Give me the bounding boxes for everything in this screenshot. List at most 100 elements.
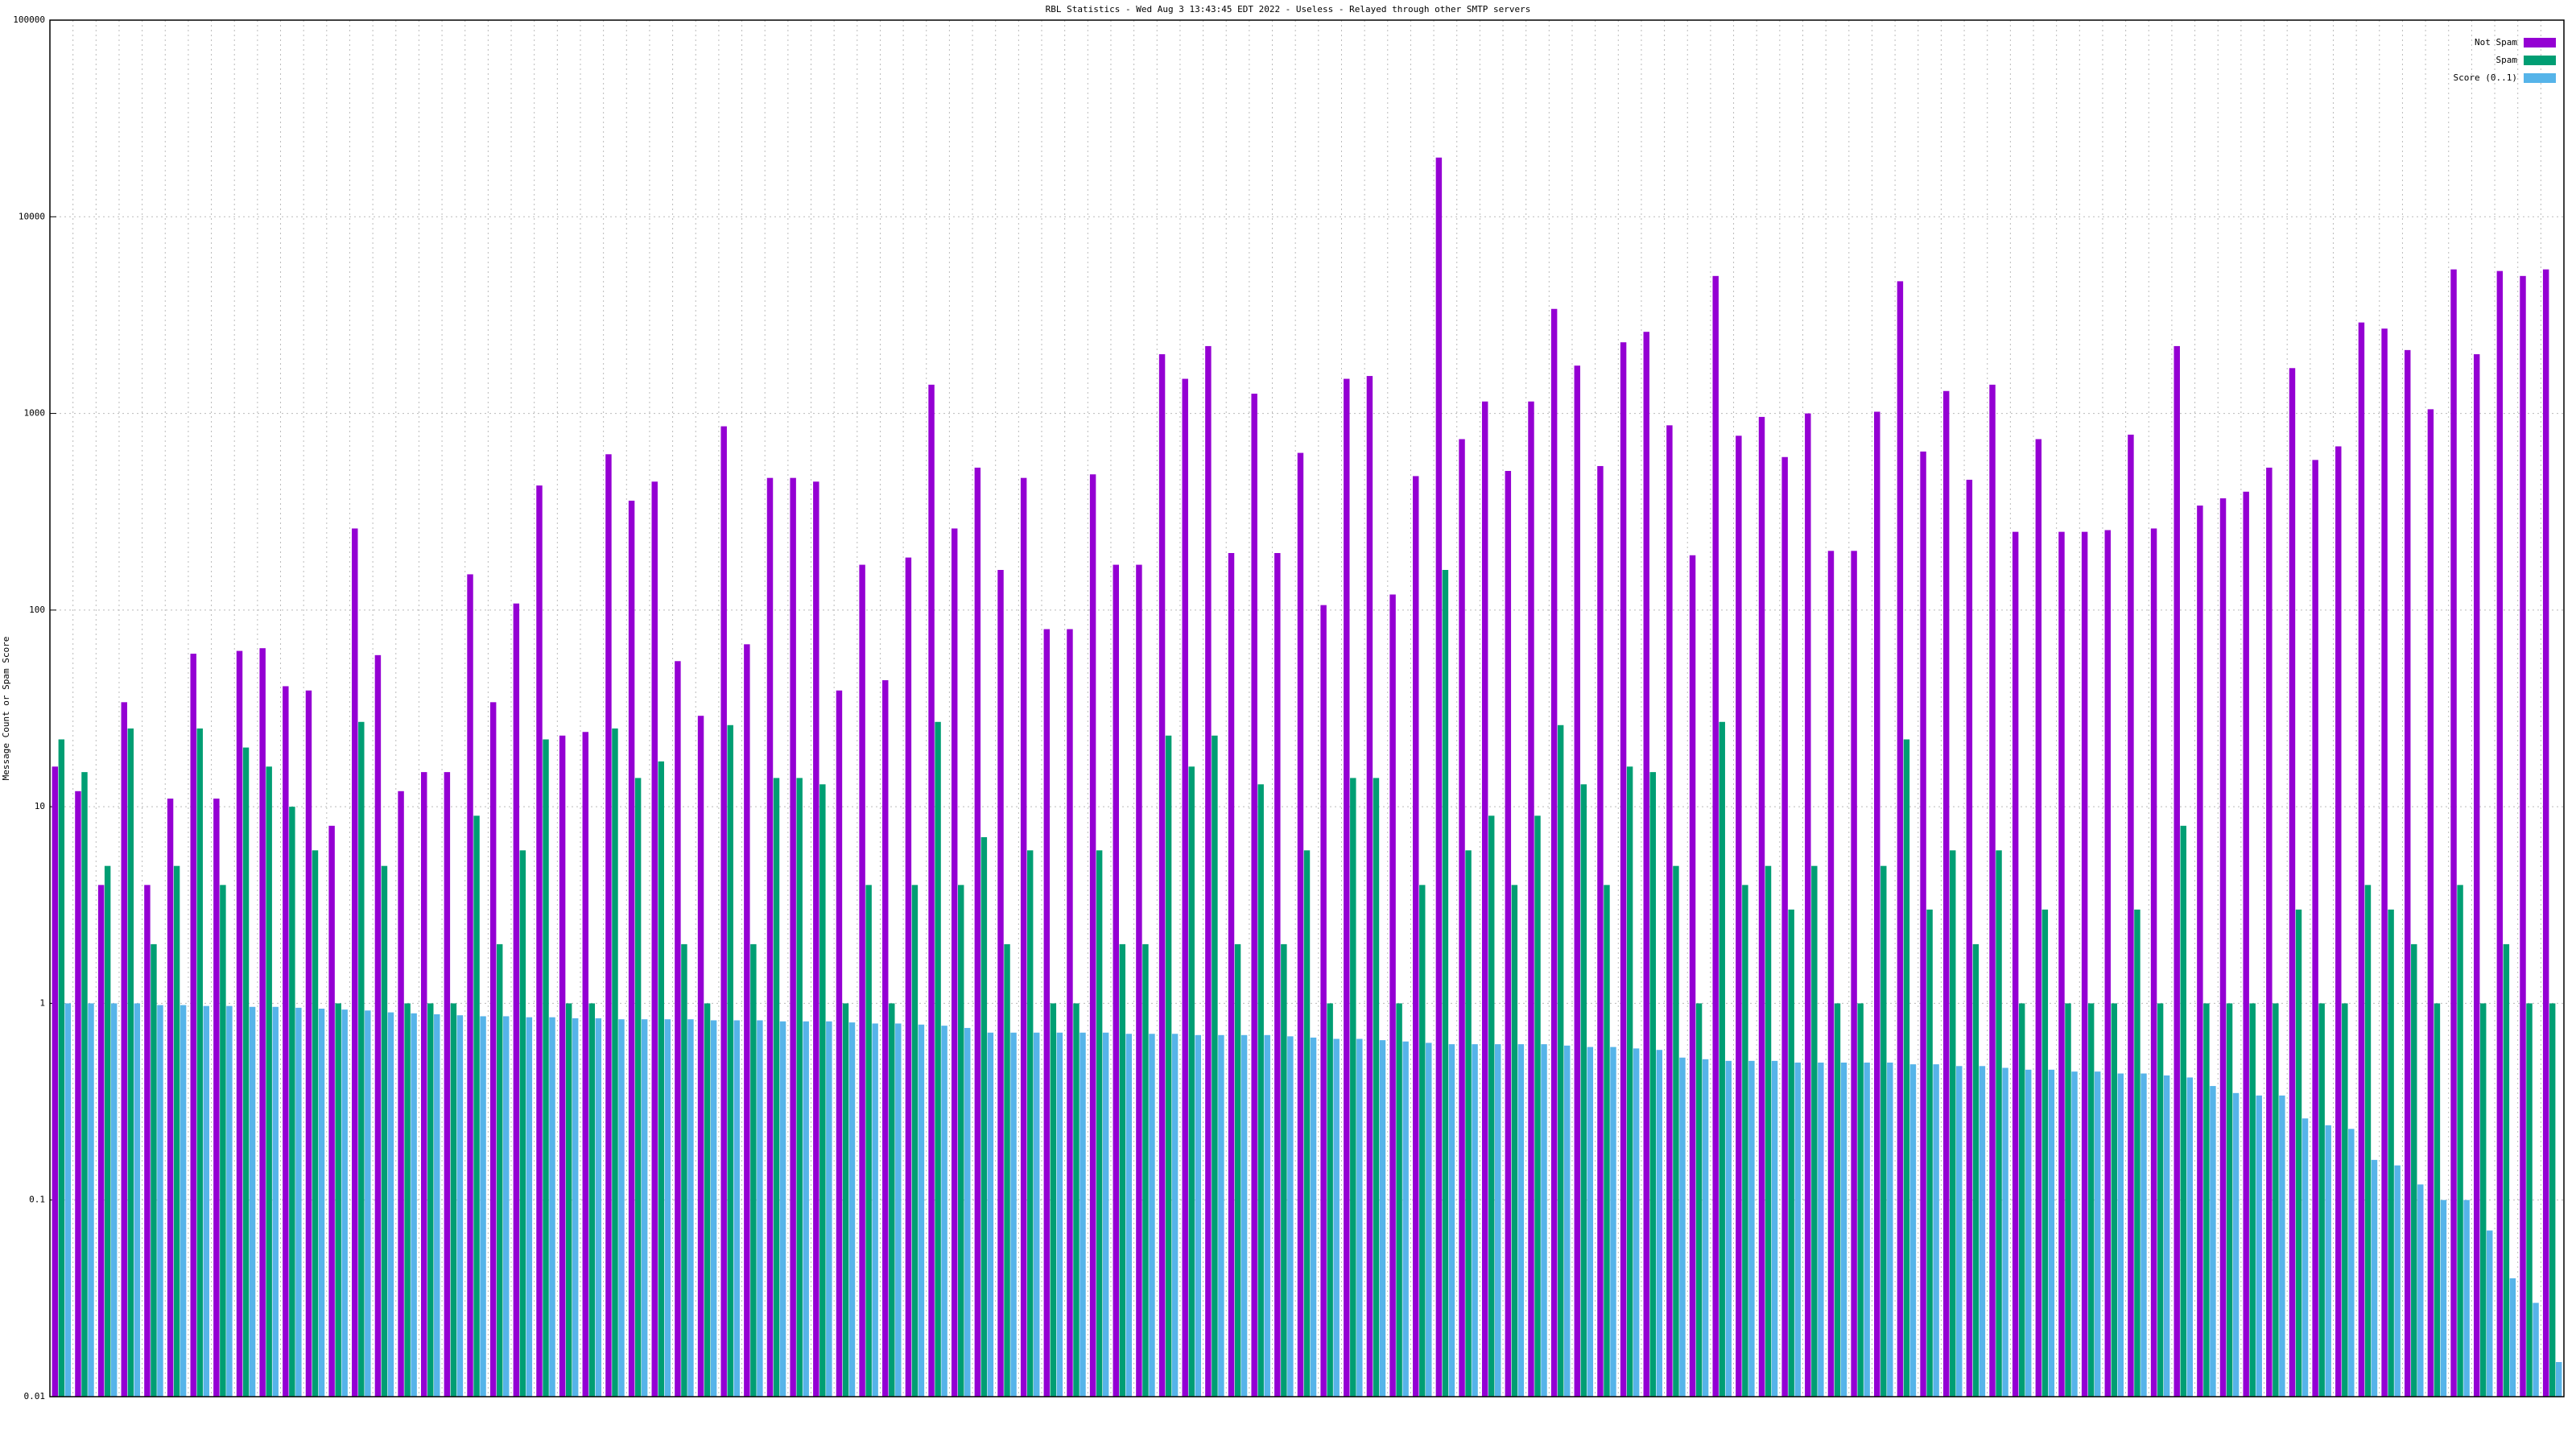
bar — [773, 778, 780, 1397]
bar — [2012, 531, 2019, 1397]
bar — [1505, 471, 1512, 1397]
bar — [549, 1017, 555, 1397]
bar — [1089, 474, 1096, 1397]
bar — [2411, 943, 2417, 1397]
bar — [1874, 411, 1880, 1397]
bar — [1448, 1044, 1455, 1397]
bar — [1442, 569, 1449, 1397]
bar — [1195, 1034, 1201, 1397]
bar — [203, 1005, 209, 1397]
y-tick-label: 0.01 — [24, 1391, 46, 1402]
bar — [987, 1032, 994, 1397]
bar — [1989, 384, 1996, 1397]
bar — [312, 850, 319, 1397]
bar — [2463, 1199, 2470, 1397]
bar — [2496, 270, 2504, 1397]
bar — [2266, 467, 2273, 1397]
bar — [2058, 531, 2065, 1397]
bar — [1228, 553, 1235, 1397]
bar — [997, 569, 1004, 1397]
bar — [213, 799, 220, 1397]
bar — [565, 1003, 572, 1397]
bar — [687, 1019, 694, 1397]
bar — [398, 791, 404, 1397]
bar — [2065, 1003, 2071, 1397]
bar — [2549, 1003, 2556, 1397]
bar — [1320, 605, 1327, 1397]
bar — [1656, 1050, 1663, 1397]
bar — [2087, 1003, 2095, 1397]
bar — [1511, 885, 1518, 1397]
bar — [895, 1023, 902, 1397]
bar — [2117, 1073, 2124, 1397]
bar — [2279, 1095, 2285, 1397]
bar — [582, 732, 589, 1397]
bar — [796, 778, 803, 1397]
bar — [1626, 766, 1633, 1397]
bar — [1218, 1034, 1224, 1397]
bar — [697, 716, 704, 1397]
bar — [803, 1021, 809, 1397]
bar — [1136, 564, 1142, 1397]
bar — [1534, 815, 1541, 1397]
bar — [2186, 1077, 2193, 1397]
bar — [1550, 308, 1558, 1397]
bar — [1188, 766, 1195, 1397]
bar — [190, 654, 196, 1397]
bar — [1389, 594, 1396, 1397]
bar — [1864, 1062, 1870, 1397]
bar — [1748, 1060, 1755, 1397]
bar — [1435, 157, 1443, 1397]
bar — [1472, 1044, 1478, 1397]
bar — [1350, 778, 1356, 1397]
bar — [2312, 460, 2318, 1397]
bar — [2163, 1075, 2170, 1397]
bar — [1712, 275, 1719, 1397]
bar — [2249, 1003, 2256, 1397]
bar — [1171, 1034, 1179, 1397]
bar — [236, 650, 243, 1397]
bar — [1794, 1062, 1801, 1397]
bar — [1125, 1034, 1133, 1397]
bar — [1834, 1003, 1841, 1397]
bar — [467, 574, 473, 1397]
bar — [618, 1019, 625, 1397]
bar — [1495, 1044, 1501, 1397]
bar — [318, 1008, 325, 1397]
bar — [1811, 865, 1818, 1397]
bar — [1880, 865, 1887, 1397]
bar — [536, 485, 543, 1397]
bar — [473, 815, 480, 1397]
bar — [2002, 1067, 2008, 1397]
bar — [974, 467, 981, 1397]
y-tick-label: 100 — [29, 605, 45, 615]
bar — [1366, 376, 1373, 1397]
bar — [1419, 885, 1426, 1397]
bar — [249, 1006, 256, 1397]
bar — [1281, 943, 1287, 1397]
bar — [2417, 1184, 2424, 1397]
bar — [1563, 1045, 1571, 1397]
bar — [941, 1026, 947, 1397]
bar — [1257, 784, 1264, 1397]
legend-swatch — [2524, 73, 2556, 83]
bar — [1004, 943, 1010, 1397]
bar — [365, 1010, 371, 1397]
bar — [543, 739, 549, 1397]
bar — [88, 1003, 94, 1397]
y-tick-label: 1000 — [24, 408, 46, 419]
bar — [2526, 1003, 2533, 1397]
bar — [1149, 1034, 1155, 1397]
bar — [1580, 784, 1587, 1397]
bar — [2358, 322, 2365, 1397]
bar — [2542, 269, 2549, 1397]
bar — [2364, 885, 2372, 1397]
bar — [272, 1006, 279, 1397]
bar — [2140, 1073, 2147, 1397]
bar — [848, 1022, 856, 1397]
bar — [790, 477, 796, 1397]
bar — [779, 1021, 786, 1397]
bar — [964, 1027, 971, 1397]
bar — [173, 865, 180, 1397]
bar — [58, 739, 65, 1397]
